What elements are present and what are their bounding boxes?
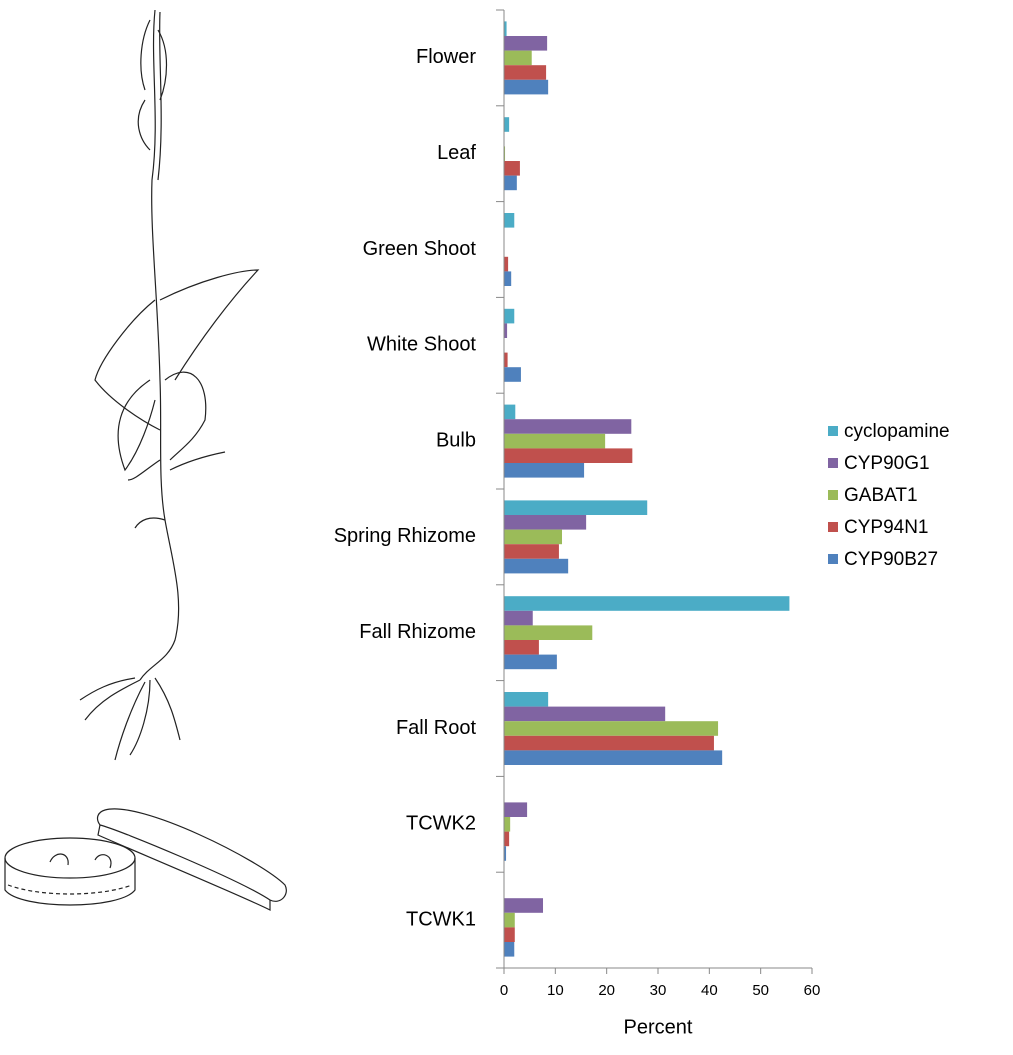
- bar: [504, 433, 606, 449]
- bar: [504, 817, 511, 832]
- bar: [504, 942, 515, 957]
- x-tick-label: 30: [650, 982, 667, 999]
- category-label: Bulb: [436, 429, 476, 451]
- bar: [504, 544, 559, 559]
- x-axis-label: Percent: [624, 1016, 693, 1038]
- legend-label: GABAT1: [844, 485, 918, 506]
- x-tick-label: 40: [701, 982, 718, 999]
- bar: [504, 721, 719, 736]
- bar: [504, 146, 506, 161]
- bar: [504, 735, 714, 751]
- bar: [504, 117, 510, 132]
- bar: [504, 640, 539, 655]
- category-label: Flower: [416, 46, 476, 68]
- bar: [504, 802, 528, 817]
- bar: [504, 596, 790, 611]
- legend-label: CYP94N1: [844, 517, 929, 538]
- bar: [504, 419, 632, 434]
- plant-illustration: [4, 9, 287, 911]
- bar: [504, 558, 569, 574]
- bar: [504, 500, 648, 515]
- bar: [504, 21, 507, 36]
- bar: [504, 79, 549, 95]
- category-label: Green Shoot: [363, 238, 477, 260]
- category-label: Spring Rhizome: [334, 525, 476, 547]
- bar: [504, 352, 508, 368]
- bar: [504, 529, 563, 545]
- bar: [504, 367, 521, 382]
- bar: [504, 846, 507, 861]
- x-tick-label: 20: [598, 982, 615, 999]
- bar: [504, 323, 508, 338]
- bar: [504, 65, 547, 80]
- category-label: Leaf: [437, 142, 476, 164]
- legend-swatch: [828, 522, 838, 532]
- legend-swatch: [828, 458, 838, 468]
- bar: [504, 515, 587, 530]
- bar: [504, 448, 633, 463]
- bar: [504, 927, 515, 942]
- bar: [504, 213, 515, 228]
- bar: [504, 692, 549, 707]
- bar: [504, 271, 512, 286]
- bar: [504, 750, 723, 765]
- legend-label: cyclopamine: [844, 421, 950, 442]
- x-tick-label: 10: [547, 982, 564, 999]
- legend-label: CYP90B27: [844, 549, 938, 570]
- category-label: White Shoot: [367, 334, 476, 356]
- legend-swatch: [828, 426, 838, 436]
- bar: [504, 654, 557, 670]
- category-label: Fall Root: [396, 717, 476, 739]
- bar: [504, 610, 533, 626]
- bar: [504, 36, 548, 51]
- x-tick-label: 50: [752, 982, 769, 999]
- category-label: Fall Rhizome: [359, 621, 476, 643]
- bar: [504, 706, 666, 722]
- bar: [504, 161, 520, 176]
- bar: [504, 256, 509, 272]
- x-tick-label: 0: [500, 982, 508, 999]
- legend-swatch: [828, 490, 838, 500]
- bar: [504, 50, 532, 66]
- legend-swatch: [828, 554, 838, 564]
- bar: [504, 175, 517, 191]
- category-label: TCWK1: [406, 908, 476, 930]
- bar: [504, 912, 515, 928]
- category-label: TCWK2: [406, 813, 476, 835]
- bar: [504, 898, 544, 913]
- x-tick-label: 60: [804, 982, 821, 999]
- legend-label: CYP90G1: [844, 453, 930, 474]
- bar: [504, 831, 510, 847]
- bar: [504, 404, 516, 420]
- bar: [504, 308, 515, 324]
- bar: [504, 625, 593, 640]
- bar: [504, 463, 585, 478]
